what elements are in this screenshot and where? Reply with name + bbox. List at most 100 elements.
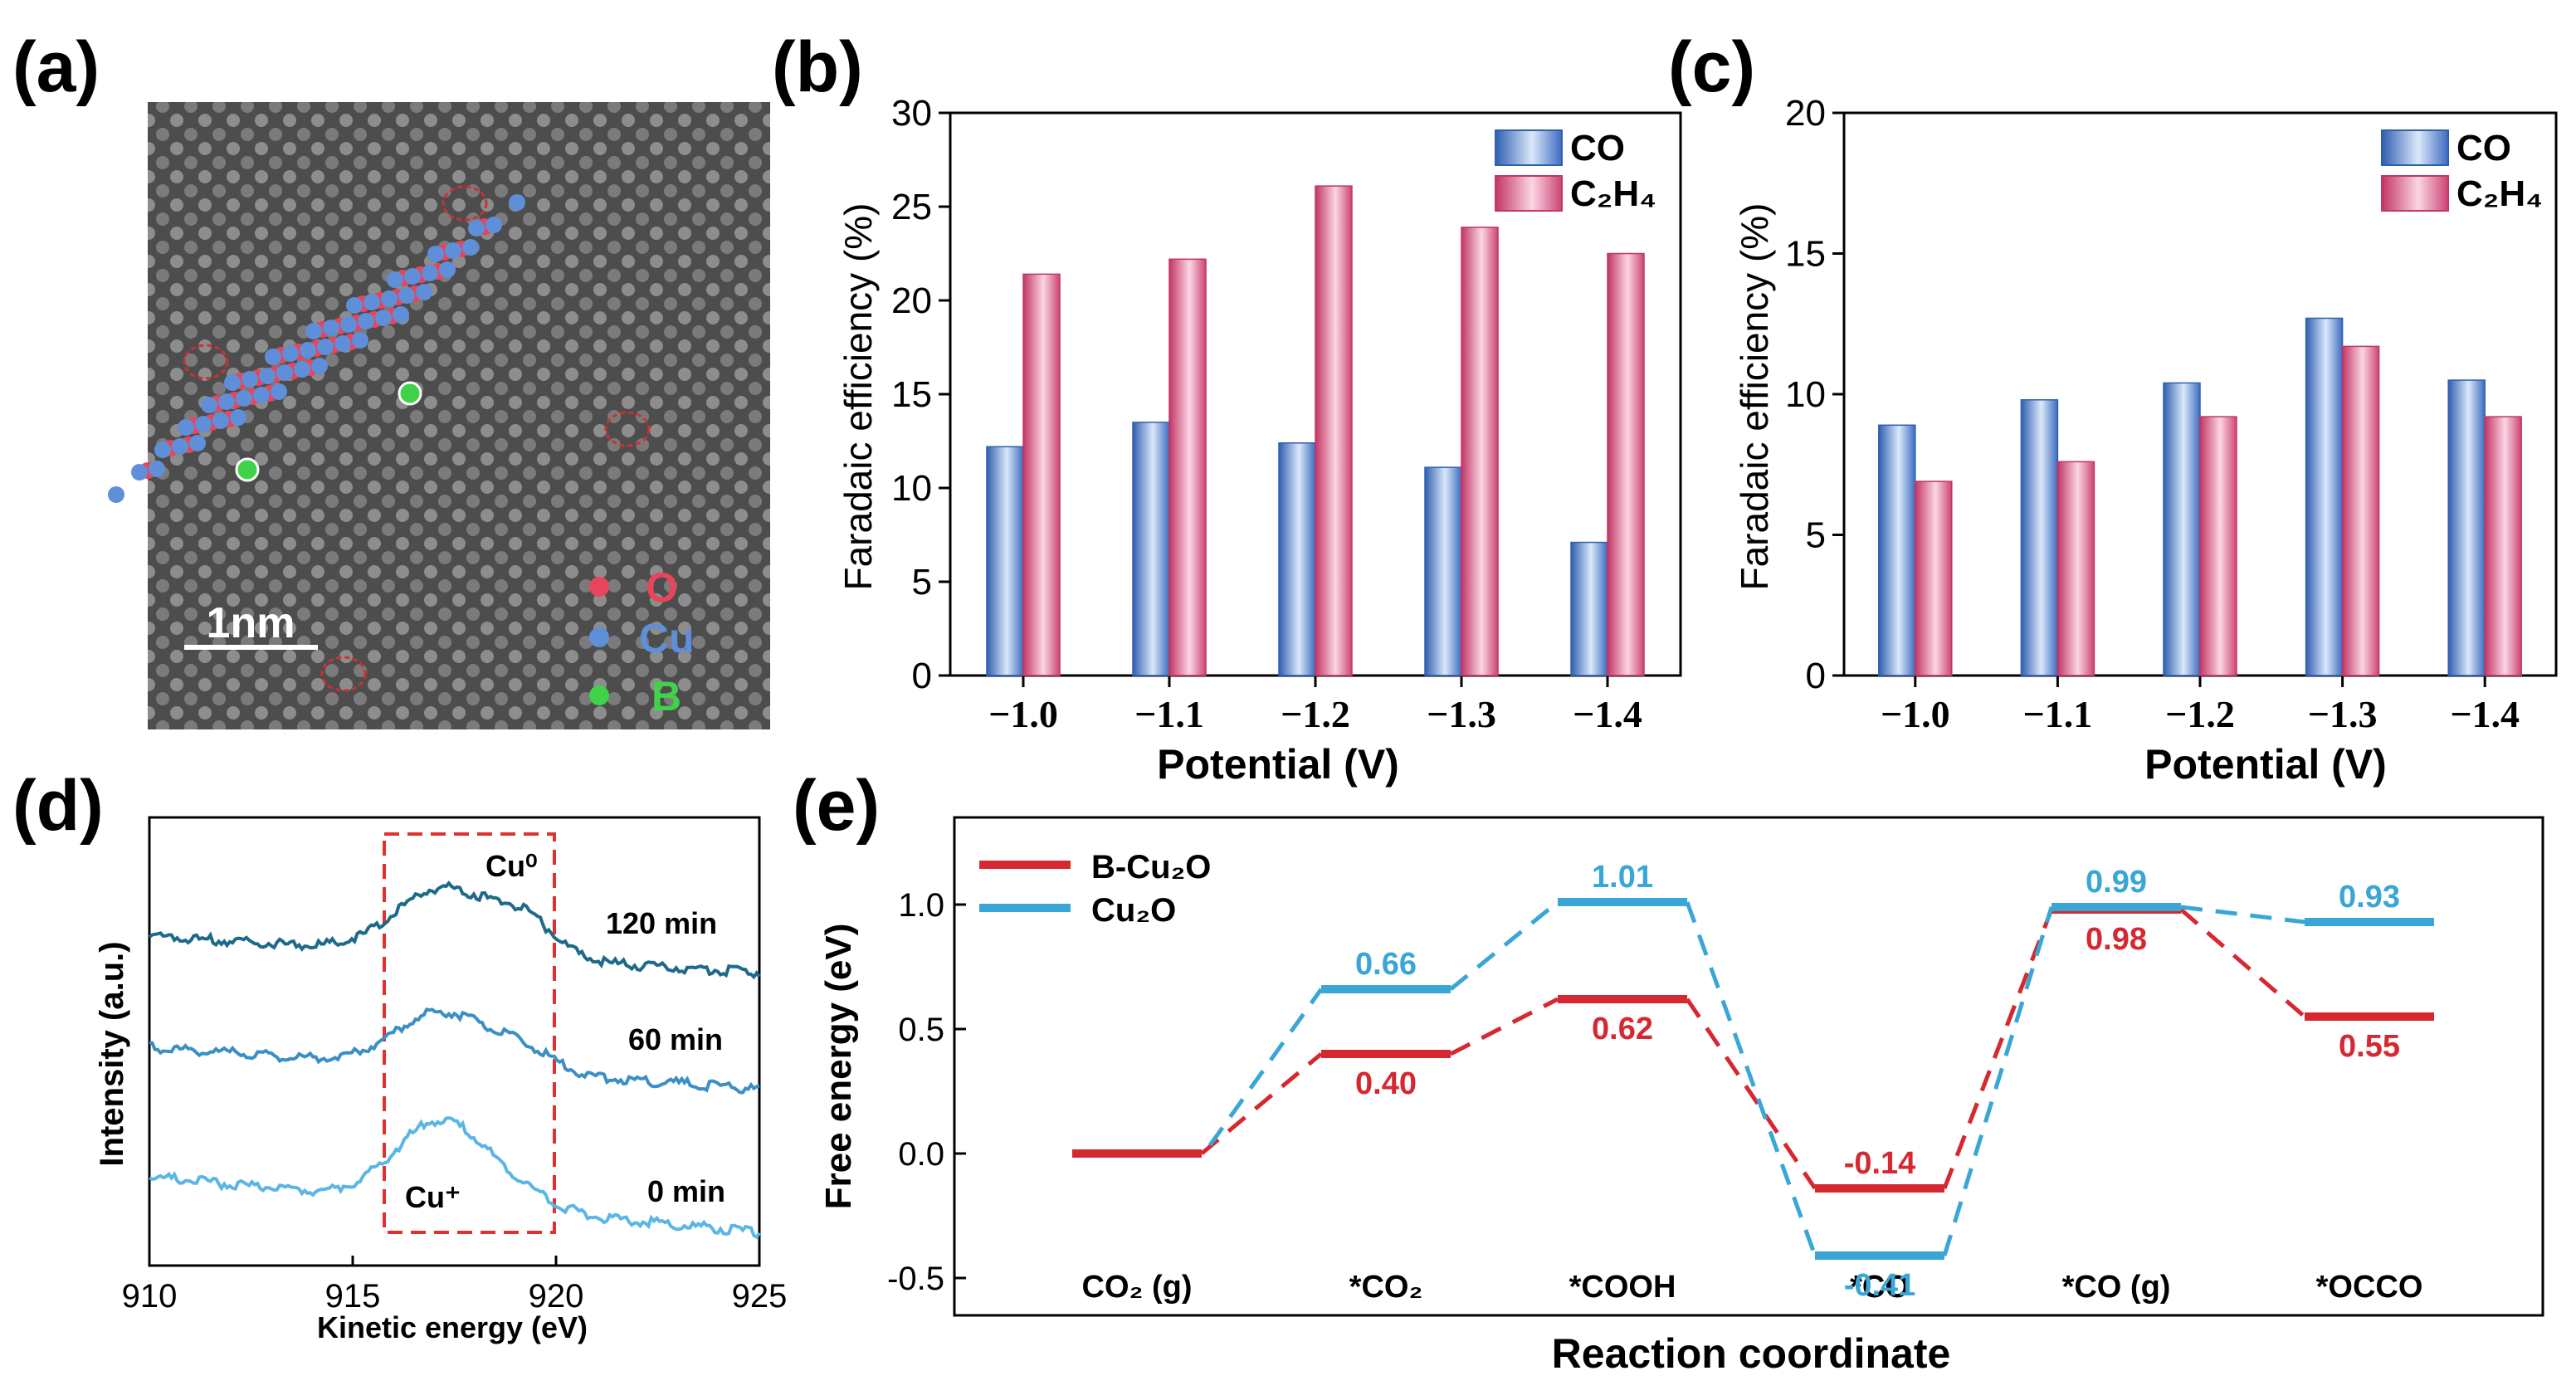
atom-legend: O Cu B xyxy=(589,564,695,720)
atom-overlay xyxy=(108,194,525,503)
y-tick-label: 30 xyxy=(891,93,932,134)
bar-co xyxy=(986,446,1024,676)
y-tick-label: 25 xyxy=(891,187,932,227)
cu-atom xyxy=(172,438,188,455)
chart-d: Intensity (a.u.) Kinetic energy (eV) Cu⁰… xyxy=(94,816,788,1344)
cu-atom xyxy=(398,287,415,304)
x-tick-label: CO₂ (g) xyxy=(1082,1270,1193,1305)
y-tick-label: 5 xyxy=(912,562,932,602)
cu-atom xyxy=(485,217,502,233)
chart-d-xlabel: Kinetic energy (eV) xyxy=(317,1310,588,1344)
panel-label-b: (b) xyxy=(772,27,863,107)
cu-atom xyxy=(276,364,293,381)
spectrum-60-min xyxy=(149,1007,760,1095)
chart-e-legend: B-Cu₂O Cu₂O xyxy=(979,849,1211,929)
bar-c2h4 xyxy=(1607,252,1645,676)
cu2o-value-label: 1.01 xyxy=(1592,860,1653,895)
y-tick-label: -0.5 xyxy=(887,1261,944,1297)
legend-cu2o-label: Cu₂O xyxy=(1091,892,1176,929)
y-tick-label: 20 xyxy=(891,280,932,321)
bar-c2h4 xyxy=(1168,258,1207,676)
y-tick-label: 10 xyxy=(1785,374,1826,415)
chart-b-legend: CO C₂H₄ xyxy=(1495,128,1656,214)
chart-d-ylabel: Intensity (a.u.) xyxy=(94,941,130,1166)
b-cu2o-value-label: 0.62 xyxy=(1592,1012,1653,1046)
cu2o-value-label: -0.41 xyxy=(1844,1268,1916,1303)
b-atom xyxy=(235,457,260,482)
cu0-annotation: Cu⁰ xyxy=(485,849,537,883)
b-atom xyxy=(398,381,422,406)
cu-atom xyxy=(224,374,241,391)
chart-c-legend: CO C₂H₄ xyxy=(2381,128,2543,214)
panel-label-c: (c) xyxy=(1668,27,1755,107)
cu2o-value-label: 0.93 xyxy=(2339,880,2400,915)
x-tick-label: −1.1 xyxy=(2023,693,2093,735)
cu-atom xyxy=(439,261,456,278)
bar-co xyxy=(1132,422,1170,676)
chart-e-frame xyxy=(953,816,2544,1317)
panel-a-micrograph: 1nm O Cu B xyxy=(108,102,770,729)
x-tick-label: *OCCO xyxy=(2316,1270,2423,1305)
cu-atom xyxy=(131,464,148,480)
cu-atom xyxy=(178,419,194,436)
y-tick-label: 0 xyxy=(912,656,932,696)
y-tick-label: 20 xyxy=(1785,93,1826,134)
cu-atom-icon xyxy=(589,627,609,647)
y-tick-label: 15 xyxy=(891,374,932,415)
x-tick-label: 910 xyxy=(122,1278,178,1315)
x-tick-label: −1.2 xyxy=(2165,693,2235,735)
cu2o-connector xyxy=(1449,900,1559,991)
cu-region-box xyxy=(383,832,556,1234)
cu-atom xyxy=(323,320,339,336)
cu2o-value-label: 0.99 xyxy=(2086,865,2147,900)
micrograph-image xyxy=(148,102,770,729)
x-tick-label: −1.2 xyxy=(1281,693,1350,735)
chart-b-xlabel: Potential (V) xyxy=(1157,741,1399,788)
b-cu2o-value-label: 0.40 xyxy=(1355,1066,1417,1101)
cu-atom xyxy=(363,294,380,310)
b-cu2o-connector xyxy=(2179,908,2306,1018)
cu-atom xyxy=(352,332,368,349)
panel-label-e: (e) xyxy=(793,766,880,846)
bar-co xyxy=(1570,541,1608,676)
bar-c2h4 xyxy=(2199,416,2237,676)
cu-atom xyxy=(265,349,281,365)
bar-c2h4 xyxy=(2341,345,2380,676)
bar-c2h4 xyxy=(1915,480,1953,676)
x-tick-label: −1.1 xyxy=(1134,693,1204,735)
chart-e-ylabel: Free energy (eV) xyxy=(818,924,859,1210)
b-cu2o-connector xyxy=(1449,997,1559,1056)
x-tick-label: 925 xyxy=(732,1278,788,1315)
cu2o-connector xyxy=(1685,901,1817,1256)
cu-atom xyxy=(375,310,392,326)
b-cu2o-connector xyxy=(1685,998,1817,1190)
x-tick-label: −1.3 xyxy=(1427,693,1496,735)
y-tick-label: 0 xyxy=(1806,656,1826,696)
legend-cu-label: Cu xyxy=(639,615,695,661)
cu-atom xyxy=(149,461,165,477)
x-tick-label: −1.4 xyxy=(1573,693,1642,735)
y-tick-label: 0.5 xyxy=(898,1012,944,1048)
spectrum-120-min xyxy=(148,880,761,980)
cu-atom xyxy=(416,284,432,300)
cu-atom xyxy=(154,441,171,458)
chart-e: Free energy (eV) Reaction coordinate B-C… xyxy=(818,816,2544,1377)
legend-co-label: CO xyxy=(2456,128,2511,168)
o-atom-icon xyxy=(589,577,609,597)
legend-b-cu2o-label: B-Cu₂O xyxy=(1091,849,1211,885)
x-tick-label: −1.0 xyxy=(1881,693,1950,735)
label-60-min: 60 min xyxy=(628,1022,723,1056)
cu-atom xyxy=(282,345,299,362)
legend-co-swatch xyxy=(1495,129,1563,166)
cu-atom xyxy=(346,297,363,314)
spectrum-0-min xyxy=(149,1116,761,1240)
cu-atom xyxy=(404,268,421,285)
x-tick-label: −1.0 xyxy=(988,693,1058,735)
cu-atom xyxy=(393,306,409,323)
x-tick-label: 920 xyxy=(529,1278,584,1315)
cu-atom xyxy=(509,194,525,211)
cu-atom xyxy=(358,313,374,329)
cu-atom xyxy=(387,271,403,288)
cu-atom xyxy=(195,416,212,432)
b-cu2o-connector xyxy=(1200,1052,1323,1155)
